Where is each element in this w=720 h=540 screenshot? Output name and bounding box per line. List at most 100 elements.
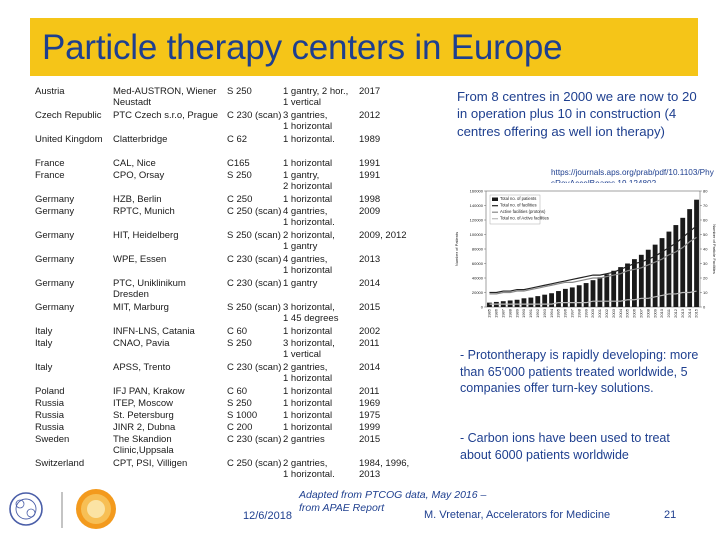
cell-country: Germany [35,230,75,241]
cell-treatment: 1 horizontal. [283,134,335,145]
cell-particle: C 230 (scan) [227,254,282,265]
logos [9,489,116,529]
cell-country: Russia [35,422,65,433]
y2-tick-label: 0 [703,304,706,309]
y-tick-label: 140000 [470,203,484,208]
legend-swatch [492,197,498,201]
x-tick-label: 2004 [618,308,623,318]
x-tick-label: 1986 [494,308,499,318]
cell-year: 2017 [359,86,381,97]
cell-treatment: 1 horizontal [283,386,333,397]
x-tick-label: 1992 [535,308,540,318]
cell-center: CPT, PSI, Villigen [113,458,188,469]
bar [521,298,527,307]
y2-tick-label: 50 [703,232,708,237]
cell-country: Poland [35,386,65,397]
cell-particle: C 230 (scan) [227,434,282,445]
cell-year: 1975 [359,410,381,421]
cell-center: HIT, Heidelberg [113,230,179,241]
x-tick-label: 2010 [659,308,664,318]
x-tick-label: 2000 [590,308,595,318]
cell-treatment: 1 horizontal [283,194,333,205]
cell-year: 1998 [359,194,381,205]
x-tick-label: 2005 [625,308,630,318]
cell-particle: S 250 [227,170,252,181]
bar [687,209,693,307]
slide-author: M. Vretenar, Accelerators for Medicine [424,509,611,521]
cell-center: PTC Czech s.r.o, Prague [113,110,219,121]
x-tick-label: 1998 [576,308,581,318]
bar [673,225,679,307]
x-tick-label: 1991 [528,308,533,318]
cell-country: Germany [35,206,75,217]
x-tick-label: 2003 [611,308,616,318]
cell-treatment: 1 horizontal [283,422,333,433]
legend-box [489,194,541,225]
cell-center: INFN-LNS, Catania [113,326,195,337]
bar [528,297,534,307]
x-tick-label: 2001 [597,308,602,318]
cell-country: Germany [35,254,75,265]
y2-tick-label: 80 [703,188,708,193]
series-line [489,290,697,305]
legend-label: Active facilities (protons) [500,209,546,214]
cell-treatment: 1 horizontal [283,398,333,409]
centers-table: Austria Med-AUSTRON, Wiener Neustadt S 250 1… [35,86,409,480]
y-tick-label: 40000 [472,275,484,280]
bar [562,288,568,307]
cell-year: 2009 [359,206,381,217]
bar [576,285,582,307]
cell-country: United Kingdom [35,134,103,145]
x-tick-label: 2007 [639,308,644,318]
cell-country: Germany [35,194,75,205]
patients-chart: 0200004000060000800001000001200001400001… [452,183,717,333]
x-tick-label: 1987 [500,308,505,318]
x-tick-label: 2014 [687,308,692,318]
y-tick-label: 20000 [472,290,484,295]
bar [604,274,610,307]
bar [514,299,520,307]
cell-treatment: 4 gantries, 1 horizontal. [283,206,335,229]
cell-treatment: 1 gantry [283,278,318,289]
y2-tick-label: 10 [703,290,708,295]
cell-center: CPO, Orsay [113,170,165,181]
carbon-ions-point: - Carbon ions have been used to treat ab… [460,431,670,462]
cell-center: CAL, Nice [113,158,156,169]
cell-particle: S 1000 [227,410,258,421]
bar [590,280,596,307]
cell-treatment: 2 gantries [283,434,325,445]
cell-year: 2013 [359,254,381,265]
cell-center: The Skandion Clinic,Uppsala [113,434,174,457]
x-tick-label: 1985 [487,308,492,318]
cell-particle: S 250 [227,86,252,97]
x-tick-label: 1993 [542,308,547,318]
bar [645,249,651,307]
series-line [489,236,697,295]
cell-particle: C 230 (scan) [227,278,282,289]
y-tick-label: 0 [481,304,484,309]
cell-year: 2009, 2012 [359,230,407,241]
cell-year: 1991 [359,158,381,169]
cell-particle: C 230 (scan) [227,110,282,121]
cell-year: 1991 [359,170,381,181]
bar [597,277,603,307]
cell-year: 2014 [359,278,381,289]
cell-treatment: 4 gantries, 1 horizontal [283,254,333,277]
cell-center: ITEP, Moscow [113,398,174,409]
legend-label: Total no. of Active facilities [500,216,549,221]
bar [632,259,637,307]
bar [611,270,617,307]
bar [542,294,548,307]
cell-center: CNAO, Pavia [113,338,170,349]
cell-treatment: 1 gantry, 2 hor., 1 vertical [283,86,349,109]
cell-center: APSS, Trento [113,362,171,373]
x-tick-label: 1999 [583,308,588,318]
y2-axis-label: Number of Particle Facilities [712,224,717,274]
cell-center: JINR 2, Dubna [113,422,176,433]
cell-center: Clatterbridge [113,134,168,145]
bar [487,302,492,307]
bar [618,267,624,307]
cell-center: PTC, Uniklinikum Dresden [113,278,186,301]
cell-treatment: 2 gantries, 1 horizontal [283,362,333,385]
x-tick-label: 1990 [521,308,526,318]
